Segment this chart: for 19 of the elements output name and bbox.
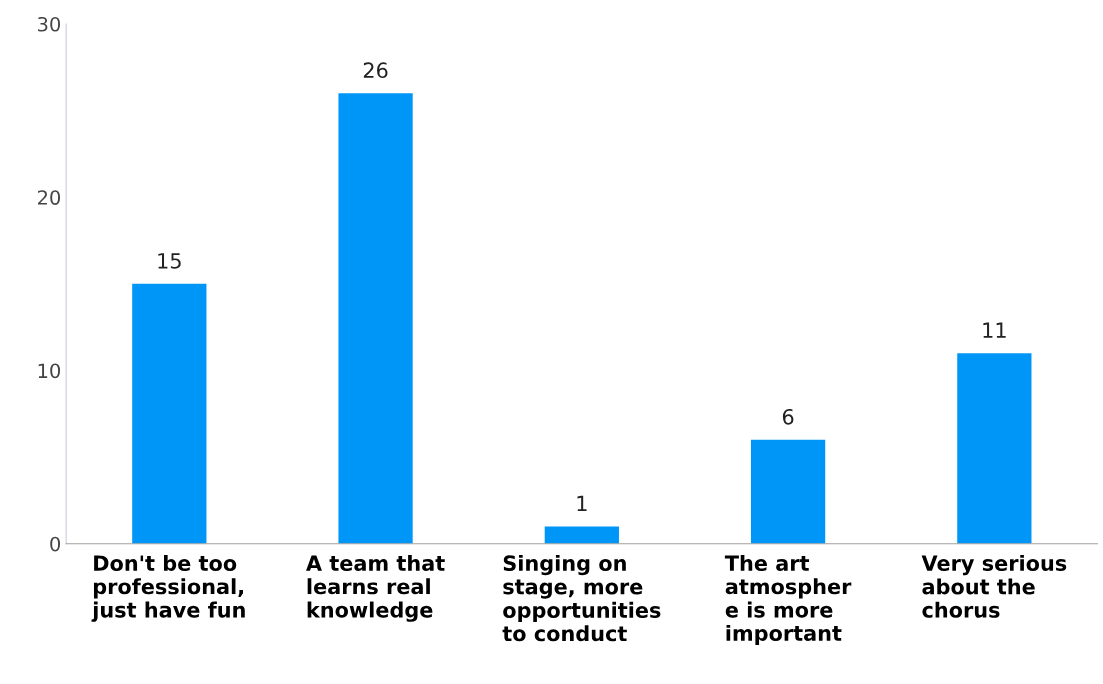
- y-tick-label: 10: [38, 363, 61, 379]
- bar: [957, 353, 1032, 544]
- y-tick-label: 0: [50, 536, 61, 552]
- data-label: 15: [158, 253, 181, 269]
- x-tick-label: Very serious about the chorus: [921, 554, 1067, 618]
- data-label: 1: [577, 495, 587, 512]
- bar: [750, 439, 826, 544]
- bar: [338, 93, 413, 544]
- bar: [132, 283, 207, 544]
- x-tick-label: The art atmospher e is more important: [724, 554, 852, 646]
- y-tick-label: 30: [38, 16, 61, 32]
- x-tick-label: A team that learns real knowledge: [306, 554, 445, 622]
- x-tick-label: Singing on stage, more opportunities to conduct: [502, 554, 661, 642]
- data-label: 26: [363, 62, 388, 79]
- y-tick-label: 20: [38, 190, 61, 205]
- bar: [544, 526, 619, 544]
- data-label: 6: [782, 408, 794, 425]
- x-tick-label: Don't be too professional, just have fun: [91, 554, 245, 622]
- data-label: 11: [983, 322, 1006, 338]
